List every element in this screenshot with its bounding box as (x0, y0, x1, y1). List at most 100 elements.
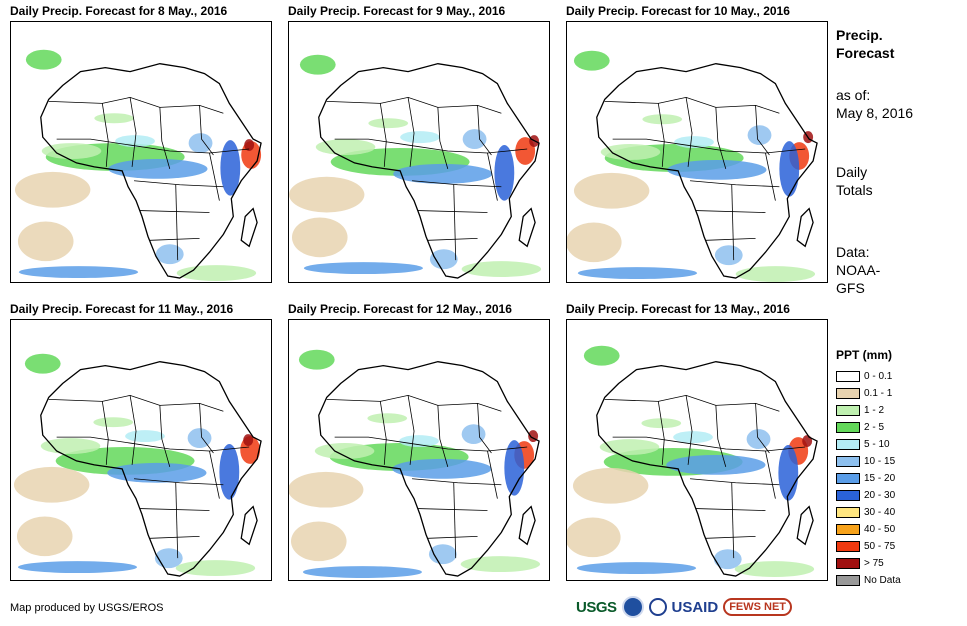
usaid-seal-icon (648, 598, 667, 616)
country-border (139, 508, 210, 511)
country-border (685, 97, 693, 167)
country-border (149, 237, 200, 241)
precip-patch (289, 471, 364, 508)
precip-patch (428, 544, 457, 565)
coastline (240, 207, 258, 248)
legend-swatch (836, 456, 860, 467)
coastline (796, 505, 814, 546)
precip-patch (175, 560, 256, 577)
precip-patch (642, 114, 683, 125)
precip-patch (576, 562, 697, 575)
precip-patch (429, 249, 458, 270)
precip-patch (24, 353, 61, 374)
precip-patch (572, 467, 649, 504)
country-border (412, 478, 502, 486)
data-source-line: GFS (836, 280, 865, 296)
country-border (695, 508, 766, 511)
legend-label: 30 - 40 (864, 507, 896, 518)
country-border (134, 478, 224, 486)
precip-patch (14, 171, 91, 208)
precip-patch (460, 556, 541, 573)
country-border (731, 184, 735, 261)
panel-title: Daily Precip. Forecast for 13 May., 2016 (566, 302, 790, 316)
agency-logos: USGS USAID FEWS NET (576, 596, 793, 618)
country-border (612, 138, 806, 154)
precip-patch (735, 266, 816, 282)
legend-item: 15 - 20 (836, 470, 901, 487)
country-border (731, 482, 735, 559)
precip-patch (25, 49, 62, 70)
precip-patch (462, 129, 487, 150)
precip-legend: PPT (mm) 0 - 0.1 0.1 - 1 1 - 2 2 - 5 5 - 10 1… (836, 348, 901, 589)
precip-patch (108, 158, 208, 179)
fews-net-logo: FEWS NET (723, 598, 793, 616)
legend-item: > 75 (836, 555, 901, 572)
country-border (705, 535, 756, 539)
precip-patch (747, 125, 772, 146)
precip-patch (779, 141, 800, 197)
country-border (209, 152, 220, 201)
precip-patch (94, 113, 135, 124)
country-border (48, 395, 224, 412)
precip-patch (154, 548, 183, 569)
africa-precip-map (288, 319, 550, 581)
country-border (334, 436, 528, 452)
totals-line: Daily (836, 164, 868, 180)
country-border (379, 401, 387, 465)
legend-label: 0.1 - 1 (864, 388, 893, 399)
precip-patch (289, 176, 365, 213)
map-svg (289, 349, 541, 579)
legend-swatch (836, 558, 860, 569)
country-border (199, 403, 214, 454)
country-border (765, 450, 776, 499)
country-border (604, 395, 780, 412)
precip-patch (583, 345, 620, 366)
precip-patch (666, 454, 766, 475)
panel-title: Daily Precip. Forecast for 12 May., 2016 (288, 302, 512, 316)
legend-swatch (836, 575, 860, 586)
legend-item: 0.1 - 1 (836, 385, 901, 402)
map-svg (567, 345, 818, 578)
legend-label: No Data (864, 575, 901, 586)
country-border (705, 237, 756, 241)
precip-patch (244, 139, 255, 152)
country-border (199, 105, 214, 156)
country-border (407, 97, 415, 167)
africa-precip-map (288, 21, 550, 283)
legend-item: 30 - 40 (836, 504, 901, 521)
country-border (101, 103, 109, 167)
precip-patch (17, 221, 74, 262)
precip-patch (315, 139, 376, 155)
country-border (695, 210, 766, 213)
map-svg (14, 49, 262, 282)
legend-item: 2 - 5 (836, 419, 901, 436)
precip-patch (41, 143, 102, 159)
legend-label: 10 - 15 (864, 456, 896, 467)
coastline (318, 361, 540, 577)
country-border (159, 107, 171, 169)
legend-rows: 0 - 0.1 0.1 - 1 1 - 2 2 - 5 5 - 10 10 - 15 15 … (836, 368, 901, 589)
precip-patch (302, 566, 422, 579)
precip-patch (188, 133, 213, 153)
africa-precip-map (10, 319, 272, 581)
precip-patch (641, 418, 682, 429)
coastline (596, 361, 818, 577)
totals-line: Totals (836, 182, 873, 198)
precip-patch (299, 54, 336, 75)
country-border (487, 450, 498, 499)
country-border (437, 405, 449, 467)
precip-patch (567, 222, 622, 263)
country-border (604, 97, 780, 114)
coastline (796, 207, 814, 248)
country-border (334, 138, 528, 154)
country-border (612, 436, 806, 452)
precip-patch (573, 172, 650, 209)
coastline (518, 207, 536, 248)
precip-patch (573, 50, 610, 71)
country-border (326, 97, 502, 114)
precip-patch (367, 413, 408, 424)
country-border (715, 405, 727, 467)
legend-item: 50 - 75 (836, 538, 901, 555)
country-border (417, 210, 488, 213)
asof-block: as of: May 8, 2016 (836, 86, 913, 122)
